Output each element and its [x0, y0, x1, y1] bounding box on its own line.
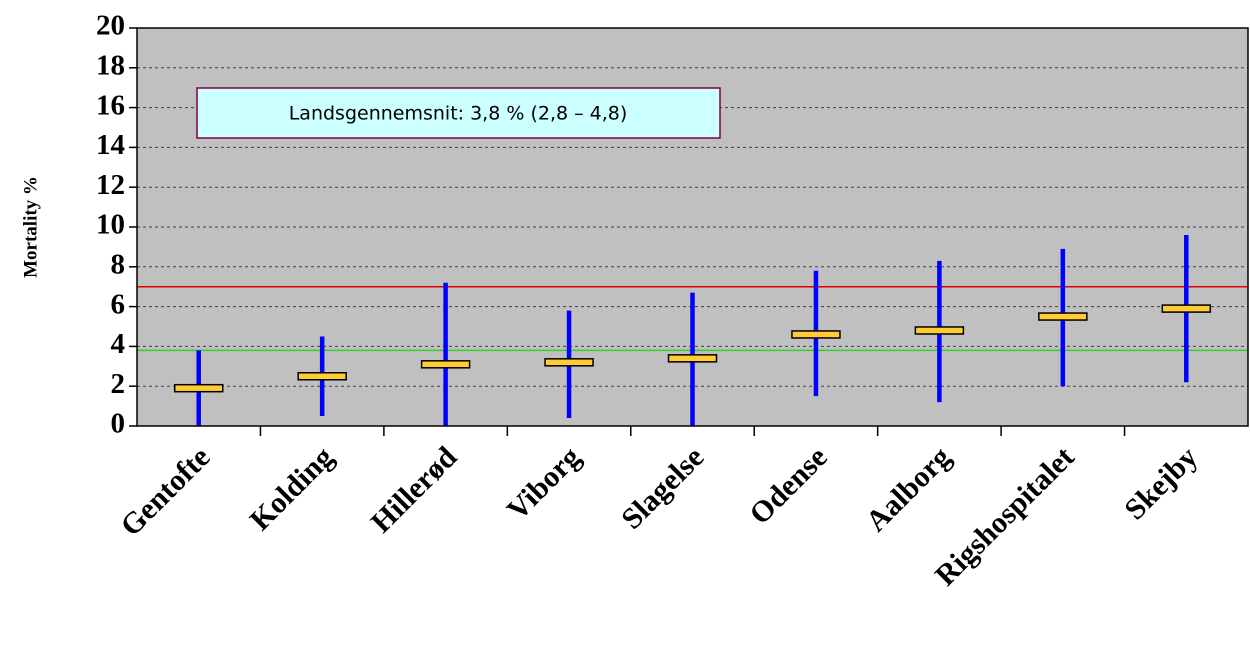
x-tick-label: Gentofte — [114, 440, 216, 542]
estimate — [1161, 304, 1212, 313]
estimate — [791, 330, 841, 339]
plot — [137, 67, 1248, 426]
x-tick-label: Slagelse — [615, 440, 710, 535]
estimate — [1038, 312, 1088, 321]
y-tick-label: 10 — [96, 209, 125, 241]
estimate — [420, 360, 471, 369]
x-tick-label: Kolding — [244, 440, 340, 536]
y-tick-label: 8 — [111, 248, 126, 280]
estimate — [173, 383, 224, 393]
y-tick-label: 12 — [96, 169, 125, 201]
annotation-box — [196, 87, 721, 139]
x-tick-label: Viborg — [501, 440, 587, 526]
x-tick-label: Aalborg — [860, 440, 958, 538]
estimate — [667, 354, 718, 363]
x-tick-label: Hillerød — [365, 440, 464, 539]
estimate — [297, 372, 347, 381]
x-tick-label: Odense — [743, 440, 834, 531]
estimate — [544, 358, 594, 367]
y-tick-label: 0 — [111, 408, 126, 440]
y-tick-label: 14 — [96, 129, 125, 161]
y-tick-label: 2 — [111, 368, 126, 400]
y-tick-label: 6 — [111, 288, 126, 320]
y-axis-label: Mortality % — [20, 176, 41, 278]
y-tick-label: 16 — [96, 89, 125, 121]
y-tick-label: 4 — [111, 328, 126, 360]
y-tick-label: 20 — [96, 10, 125, 42]
y-tick-label: 18 — [96, 49, 125, 81]
x-tick-label: Skejby — [1118, 440, 1204, 526]
annotation: Landsgennemsnit: 3,8 % (2,8 – 4,8) — [289, 103, 628, 125]
estimate — [914, 326, 965, 335]
